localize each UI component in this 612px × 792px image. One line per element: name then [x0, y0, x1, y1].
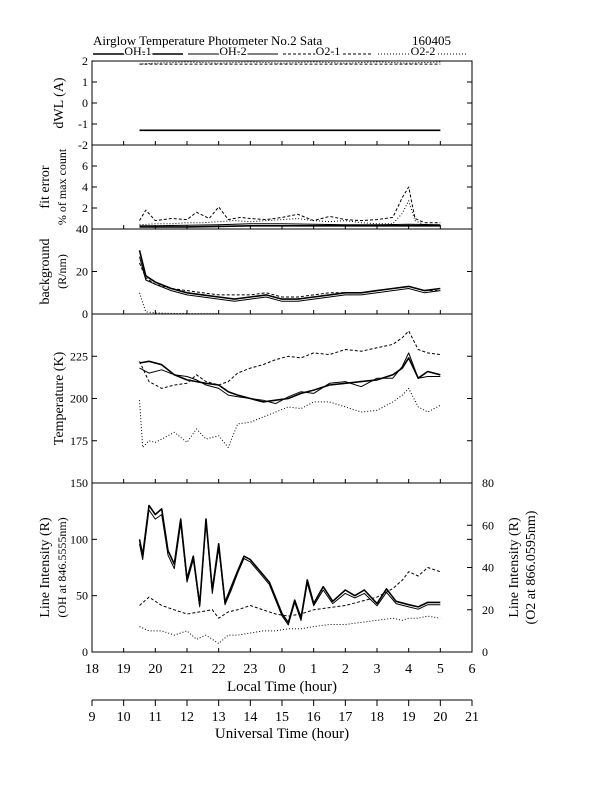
y-tick-label: 6	[82, 159, 88, 173]
x-local-tick-label: 21	[180, 662, 194, 677]
x-local-tick-label: 5	[437, 662, 444, 677]
series-line-oh-2	[139, 352, 441, 405]
x-ut-tick-label: 18	[370, 710, 384, 725]
y-axis-label: Temperature (K)	[52, 351, 67, 445]
y-tick-label: 200	[70, 392, 88, 406]
series-line-oh-1	[139, 225, 441, 228]
x-ut-tick-label: 14	[243, 710, 257, 725]
y-axis-label-2: (OH at 846.5555nm)	[55, 517, 69, 617]
y-tick-label: 225	[70, 349, 88, 363]
series-line-oh-1	[138, 250, 441, 300]
legend-label-oh-1: OH-1	[124, 44, 151, 58]
panel-background: 40 20 0 background (R/nm)	[38, 222, 473, 321]
x-local-tick-label: 0	[279, 662, 286, 677]
legend-label-oh-2: OH-2	[219, 44, 246, 58]
series-line-oh-2	[139, 223, 441, 227]
y-tick-label: 0	[82, 307, 88, 321]
y-tick-label: 50	[76, 589, 88, 603]
y-tick-label: 2	[82, 54, 88, 68]
y2-tick-label: 80	[482, 476, 494, 490]
y-tick-label: -1	[78, 117, 88, 131]
x-ut-tick-label: 10	[117, 710, 131, 725]
x-ut-tick-label: 21	[465, 710, 479, 725]
y2-tick-label: 40	[482, 561, 494, 575]
x-ut-tick-label: 11	[149, 710, 162, 725]
y-tick-label: 150	[70, 476, 88, 490]
legend: OH-1 OH-2 O2-1 O2-2	[93, 43, 468, 60]
x-ut-tick-label: 9	[89, 710, 96, 725]
y2-axis-label: Line Intensity (R)	[507, 517, 522, 618]
x-local-tick-label: 2	[342, 662, 349, 677]
x-local-axis-label: Local Time (hour)	[227, 679, 337, 695]
y-tick-label: 40	[76, 222, 88, 236]
x-local-tick-label: 6	[469, 662, 476, 677]
y-tick-label: 4	[82, 180, 88, 194]
series-line-o2-1	[139, 567, 441, 619]
y-axis-label-2: % of max count	[55, 148, 69, 225]
y-axis-label-2: (R/nm)	[55, 254, 69, 289]
series-line-oh-2	[139, 509, 441, 626]
chart-date: 160405	[412, 33, 451, 48]
panel-frame	[91, 313, 473, 484]
x-ut-tick-label: 13	[212, 710, 226, 725]
y2-tick-label: 20	[482, 603, 494, 617]
y-tick-label: 0	[82, 645, 88, 659]
x-local-tick-label: 23	[243, 662, 257, 677]
legend-label-o2-2: O2-2	[411, 44, 436, 58]
legend-label-o2-1: O2-1	[316, 44, 341, 58]
x-ut-tick-label: 20	[433, 710, 447, 725]
x-local-tick-label: 19	[117, 662, 131, 677]
y-tick-label: 0	[82, 222, 88, 236]
y-tick-label: 1	[82, 75, 88, 89]
y-axis-label: dWL (A)	[52, 77, 67, 129]
x-ut-tick-label: 19	[402, 710, 416, 725]
series-line-o2-1	[139, 186, 441, 224]
y-tick-label: 2	[82, 201, 88, 215]
x-local-tick-label: 1	[310, 662, 317, 677]
x-ut-tick-label: 15	[275, 710, 289, 725]
y-tick-label: -2	[78, 138, 88, 152]
x-local-tick-label: 22	[212, 662, 226, 677]
series-line-oh-2	[139, 256, 441, 302]
x-ut-tick-label: 16	[307, 710, 321, 725]
x-local-tick-label: 20	[148, 662, 162, 677]
panel-dWL: 2 1 0 -1 -2 dWL (A)	[52, 54, 473, 152]
y2-tick-label: 60	[482, 518, 494, 532]
series-line-o2-2	[139, 615, 441, 644]
series-line-o2-1	[139, 262, 441, 298]
x-local-tick-label: 3	[374, 662, 381, 677]
x-local-tick-label: 18	[85, 662, 99, 677]
panel-fit-error: 6 4 2 0 fit error% of max count	[38, 144, 473, 236]
y-axis-label: fit error	[38, 165, 53, 208]
x-ut-tick-label: 17	[338, 710, 352, 725]
panel-frame	[91, 60, 473, 146]
series-line-o2-2	[139, 61, 441, 65]
x-ut-tick-label: 12	[180, 710, 194, 725]
y-tick-label: 20	[76, 265, 88, 279]
series-line-oh-1	[138, 504, 441, 624]
y2-tick-label: 0	[482, 645, 488, 659]
y-tick-label: 175	[70, 434, 88, 448]
series-line-o2-2	[139, 387, 441, 448]
x-ut-axis-label: Universal Time (hour)	[215, 726, 349, 742]
series-line-oh-1	[139, 357, 441, 403]
y-tick-label: 100	[70, 532, 88, 546]
y-axis-label: background	[38, 238, 53, 304]
y-tick-label: 0	[82, 96, 88, 110]
x-local-tick-label: 4	[405, 662, 412, 677]
y2-axis-label-2: (O2 at 866.0595nm)	[524, 510, 539, 624]
chart-title: Airglow Temperature Photometer No.2 Sata	[93, 33, 323, 48]
y-axis-label: Line Intensity (R)	[38, 517, 53, 618]
